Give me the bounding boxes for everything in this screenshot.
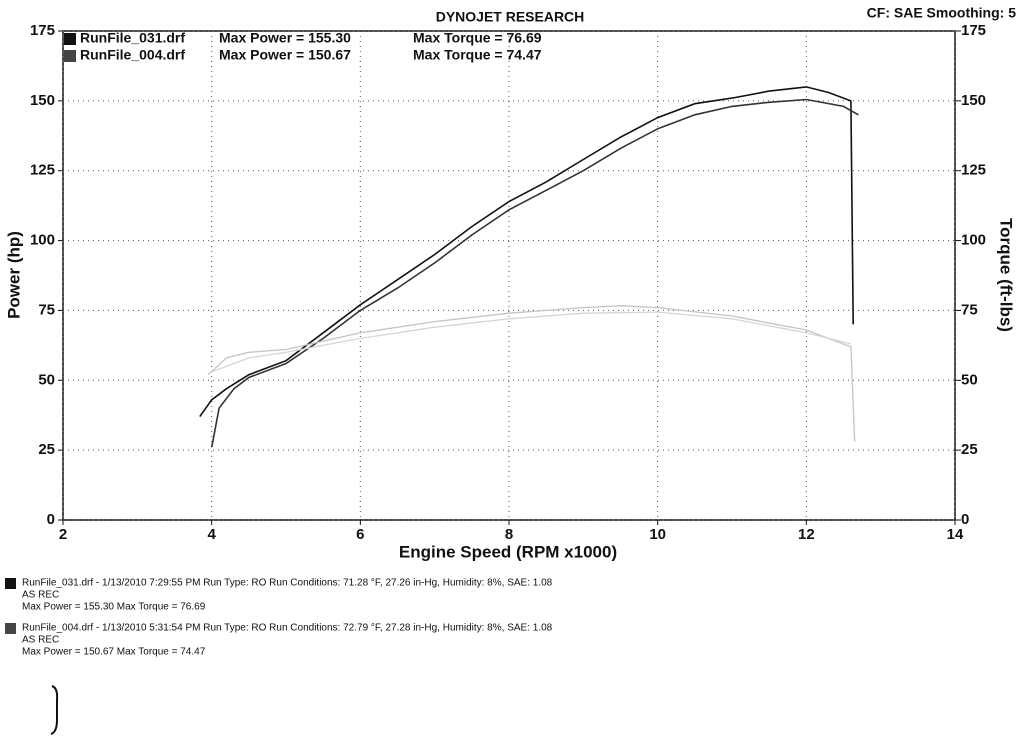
y-tick-label: 25	[38, 441, 55, 458]
note-swatch	[5, 578, 16, 589]
y2-tick-label: 50	[961, 371, 978, 388]
x-tick-label: 8	[505, 526, 513, 543]
note-line: AS REC	[22, 590, 59, 601]
y2-axis-label: Torque (ft-lbs)	[997, 218, 1016, 332]
x-tick-label: 6	[356, 526, 364, 543]
y2-tick-label: 100	[961, 232, 986, 249]
y2-tick-label: 75	[961, 301, 978, 318]
legend-torque: Max Torque = 74.47	[413, 47, 542, 63]
note-line: RunFile_004.drf - 1/13/2010 5:31:54 PM R…	[22, 623, 553, 634]
scan-mark	[50, 685, 59, 735]
y-axis-label: Power (hp)	[4, 231, 23, 319]
y2-tick-label: 175	[961, 22, 986, 39]
chart-title: DYNOJET RESEARCH	[436, 9, 585, 25]
legend-power: Max Power = 155.30	[219, 30, 351, 46]
legend-swatch	[64, 33, 76, 45]
y2-tick-label: 0	[961, 511, 969, 528]
legend-torque: Max Torque = 76.69	[413, 30, 542, 46]
x-tick-label: 2	[59, 526, 67, 543]
note-swatch	[5, 623, 16, 634]
torque-line	[211, 311, 852, 373]
note-line: RunFile_031.drf - 1/13/2010 7:29:55 PM R…	[22, 578, 553, 589]
y-tick-label: 75	[38, 301, 55, 318]
y2-tick-label: 25	[961, 441, 978, 458]
y-tick-label: 0	[47, 511, 55, 528]
note-line: AS REC	[22, 635, 59, 646]
y-tick-label: 100	[30, 232, 55, 249]
legend-file: RunFile_031.drf	[80, 30, 185, 46]
note-line: Max Power = 155.30 Max Torque = 76.69	[22, 602, 206, 613]
note-line: Max Power = 150.67 Max Torque = 74.47	[22, 647, 206, 658]
y-tick-label: 150	[30, 92, 55, 109]
power-line	[199, 86, 854, 418]
y2-tick-label: 125	[961, 162, 986, 179]
legend-power: Max Power = 150.67	[219, 47, 351, 63]
y-tick-label: 50	[38, 371, 55, 388]
x-tick-label: 10	[649, 526, 666, 543]
legend-swatch	[64, 50, 76, 62]
chart-subtitle: CF: SAE Smoothing: 5	[867, 5, 1017, 21]
x-tick-label: 4	[207, 526, 216, 543]
x-tick-label: 14	[947, 526, 964, 543]
x-tick-label: 12	[798, 526, 815, 543]
legend-file: RunFile_004.drf	[80, 47, 185, 63]
torque-line	[207, 305, 856, 442]
power-line	[210, 98, 859, 448]
y2-tick-label: 150	[961, 92, 986, 109]
y-tick-label: 125	[30, 162, 55, 179]
x-axis-label: Engine Speed (RPM x1000)	[399, 542, 617, 561]
y-tick-label: 175	[30, 22, 55, 39]
